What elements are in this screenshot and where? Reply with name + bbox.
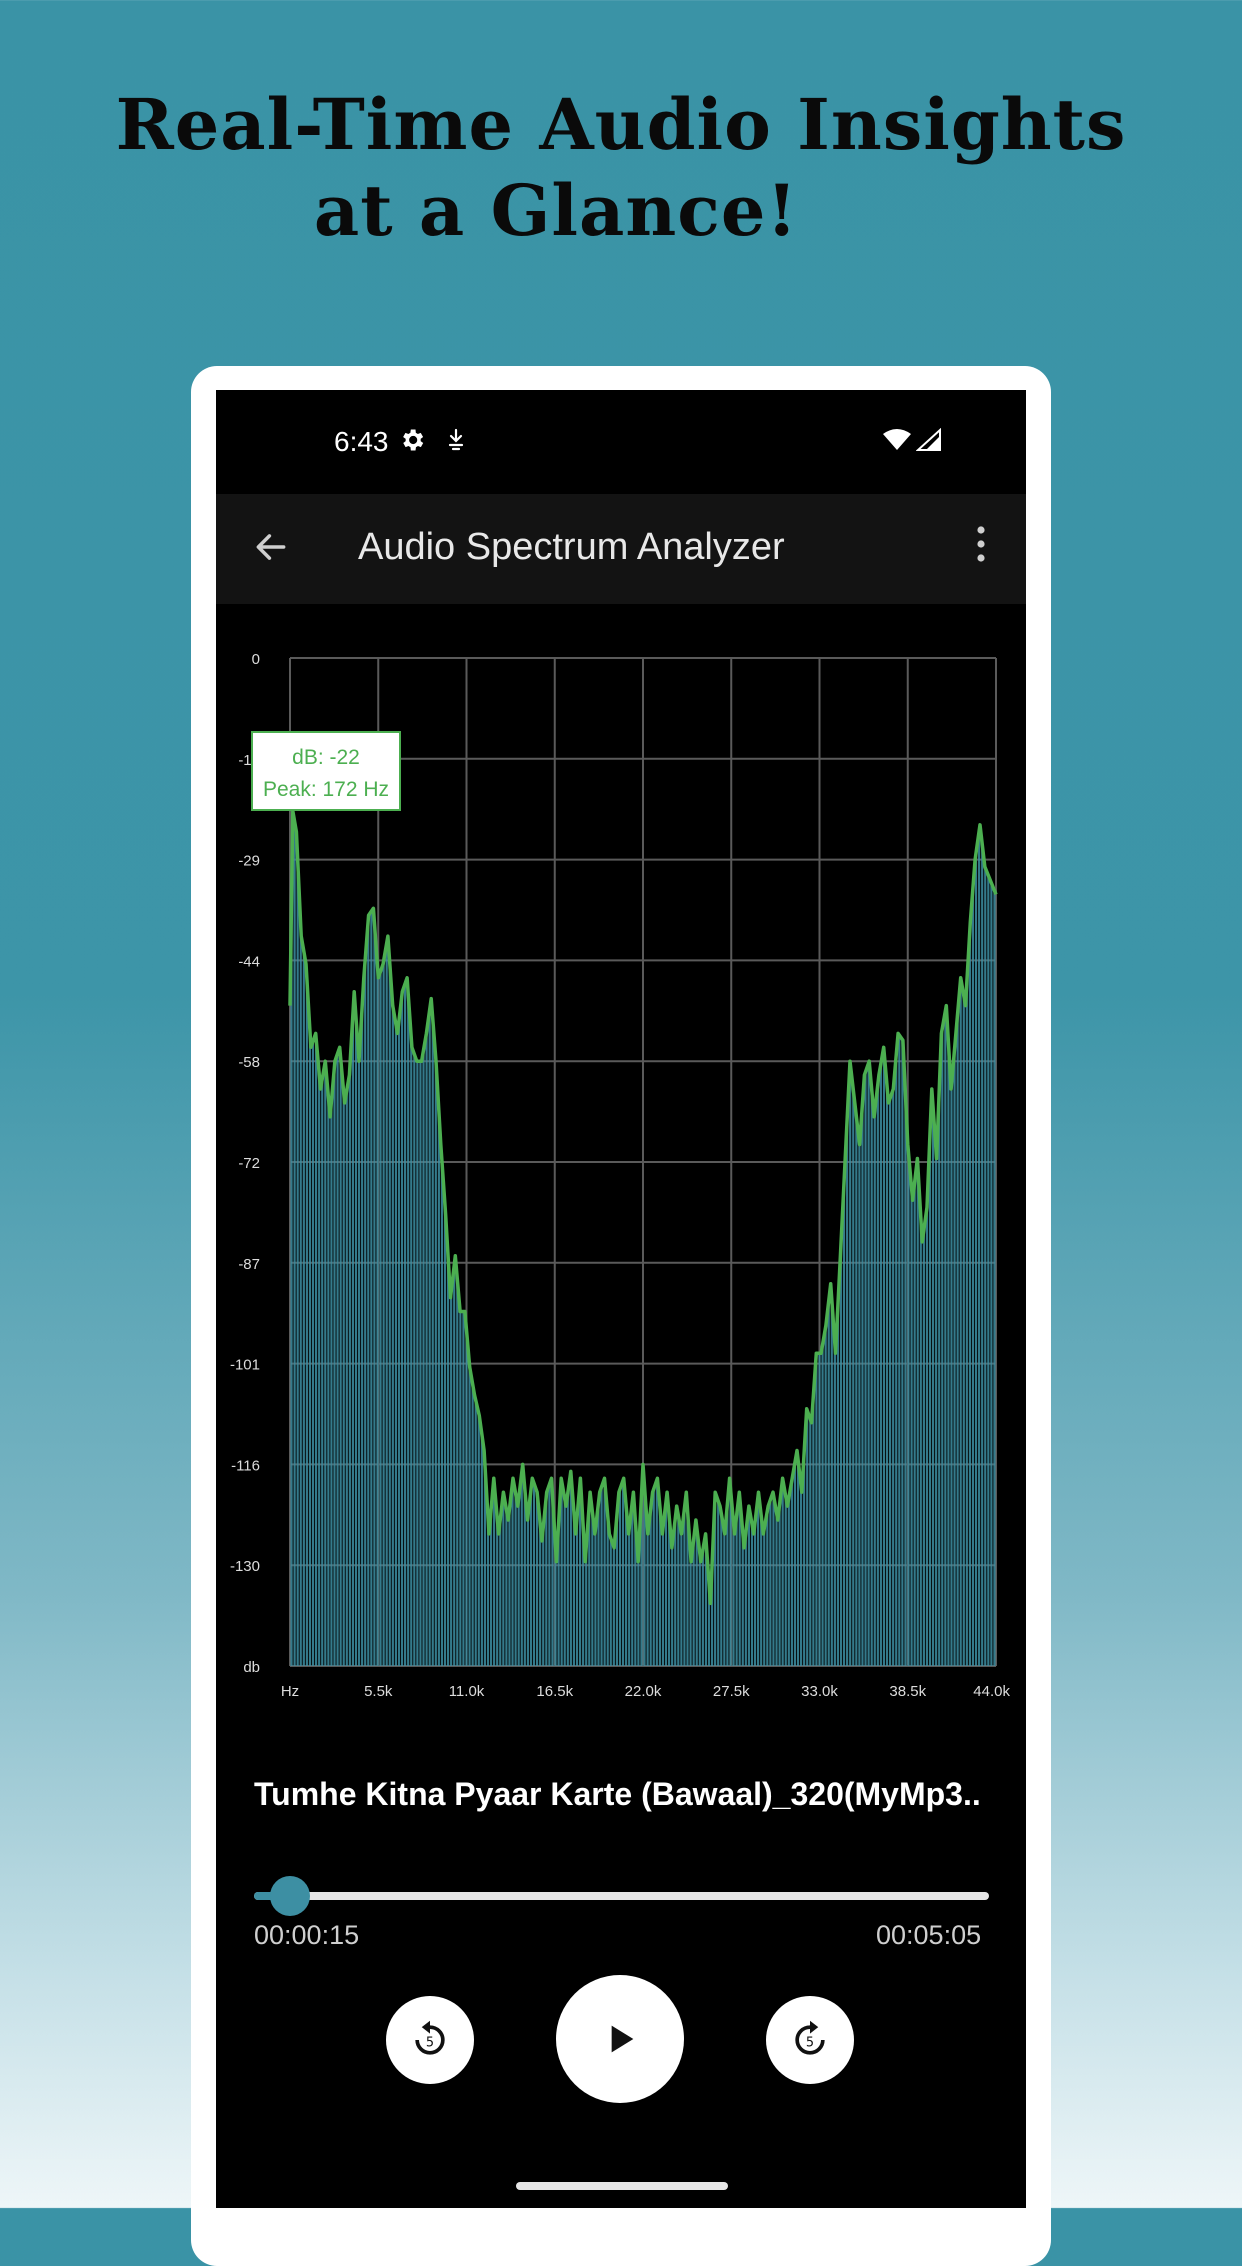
cell-signal-icon [915, 427, 942, 457]
x-tick-label: 33.0k [801, 1683, 838, 1700]
home-indicator[interactable] [516, 2182, 728, 2190]
svg-text:5: 5 [426, 2035, 434, 2050]
y-tick-label: -72 [238, 1155, 260, 1172]
x-tick-label: 38.5k [889, 1683, 926, 1700]
y-tick-label: -44 [238, 953, 260, 970]
status-bar: 6:43 [216, 390, 1026, 494]
total-time: 00:05:05 [876, 1920, 982, 1950]
y-tick-label: -116 [231, 1457, 260, 1474]
forward-5-icon: 5 [795, 2020, 825, 2055]
rewind-5-button[interactable]: 5 [386, 1996, 474, 2084]
page-title: Audio Spectrum Analyzer [358, 526, 785, 568]
y-tick-label: -58 [238, 1054, 260, 1071]
headline: Real-Time Audio Insights at a Glance! [0, 82, 1242, 254]
x-tick-label: Hz [281, 1683, 299, 1700]
forward-5-button[interactable]: 5 [766, 1996, 854, 2084]
replay-5-icon: 5 [415, 2020, 445, 2055]
y-tick-label: -101 [230, 1357, 260, 1374]
spectrum-line [288, 809, 998, 1606]
more-vert-icon[interactable] [974, 522, 988, 571]
seek-thumb[interactable] [270, 1876, 310, 1916]
x-tick-label: 5.5k [364, 1683, 393, 1700]
play-icon [611, 2025, 634, 2053]
x-tick-label: 44.0k [973, 1683, 1010, 1700]
y-tick-label: 0 [252, 651, 260, 668]
peak-tooltip [251, 731, 401, 811]
tooltip-db: dB: -22 [292, 746, 360, 769]
tooltip-peak: Peak: 172 Hz [263, 778, 389, 801]
play-button[interactable] [556, 1975, 684, 2103]
download-status-icon [444, 426, 468, 459]
y-tick-label: -87 [238, 1256, 260, 1273]
headline-line-1: Real-Time Audio Insights [115, 83, 1127, 166]
seek-bar[interactable] [254, 1892, 989, 1900]
wifi-icon [882, 428, 912, 457]
x-tick-label: 22.0k [625, 1683, 662, 1700]
x-tick-label: 27.5k [713, 1683, 750, 1700]
svg-text:5: 5 [806, 2035, 814, 2050]
headline-line-2: at a Glance! [313, 169, 799, 252]
x-tick-label: 11.0k [449, 1683, 485, 1700]
elapsed-time: 00:00:15 [254, 1920, 360, 1950]
x-tick-label: 16.5k [536, 1683, 573, 1700]
app-bar: Audio Spectrum Analyzer [216, 494, 1026, 604]
track-title: Tumhe Kitna Pyaar Karte (Bawaal)_320(MyM… [254, 1776, 981, 1812]
phone-screen: 6:43 Audio Spectrum Analyzer 0 -15 -29 -44-… [216, 390, 1026, 2208]
gear-icon [398, 426, 426, 459]
y-tick-label: -130 [230, 1558, 260, 1575]
status-time: 6:43 [334, 426, 389, 457]
back-arrow-icon[interactable] [252, 528, 290, 571]
y-tick-label: -29 [238, 853, 260, 870]
y-tick-label: db [243, 1659, 260, 1676]
